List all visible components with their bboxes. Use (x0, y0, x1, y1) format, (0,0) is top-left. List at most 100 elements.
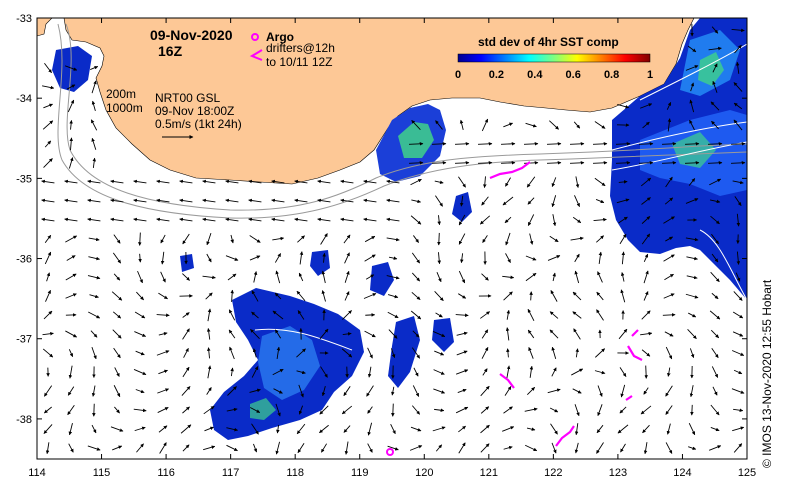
current-vector (736, 213, 741, 227)
current-vector (410, 215, 422, 225)
current-vector (64, 198, 78, 203)
drifter-track (627, 345, 643, 361)
current-vector (43, 310, 53, 320)
current-vector (711, 292, 719, 300)
current-vector (666, 101, 672, 110)
current-vector (249, 407, 261, 413)
current-vector (665, 442, 673, 454)
current-vector (711, 120, 719, 130)
current-vector (644, 365, 648, 379)
current-vector (733, 291, 743, 301)
current-vector (411, 291, 421, 301)
current-vector (641, 216, 651, 224)
current-vector (477, 142, 493, 146)
current-vector (226, 407, 238, 412)
current-vector (391, 403, 395, 417)
current-vector (299, 251, 304, 265)
current-vector (294, 217, 308, 222)
current-vector (709, 199, 721, 204)
current-vector (341, 405, 353, 415)
current-vector (641, 310, 651, 320)
contour-1000-label: 1000m (106, 101, 143, 115)
current-vector (711, 26, 719, 34)
current-vector (551, 442, 557, 454)
current-vector (731, 28, 745, 33)
current-vector (344, 291, 350, 301)
current-vector (160, 271, 166, 283)
current-vector (317, 217, 331, 222)
current-vector (460, 253, 464, 264)
current-vector (506, 365, 511, 379)
current-vector (202, 217, 216, 222)
current-vector (640, 331, 653, 336)
current-vector (203, 445, 216, 451)
current-vector (685, 237, 699, 242)
current-vector (597, 385, 603, 397)
current-vector (386, 237, 400, 242)
current-vector (64, 179, 78, 184)
lon-tick-label: 117 (222, 467, 240, 479)
current-vector (41, 198, 55, 203)
current-vector (272, 310, 284, 320)
current-vector (388, 329, 398, 339)
current-vector (529, 291, 533, 301)
current-vector (207, 308, 212, 322)
current-vectors (41, 23, 746, 455)
current-vector (569, 142, 585, 146)
current-vector (732, 331, 744, 337)
current-vector (43, 385, 53, 397)
current-vector (689, 348, 695, 358)
drifter-legend-to: to 10/11 12Z (266, 55, 333, 69)
current-vector (573, 121, 581, 129)
current-vector (321, 270, 326, 284)
current-vector (711, 348, 719, 359)
drifter-track (625, 395, 633, 401)
current-vector (319, 405, 329, 415)
current-vector (156, 179, 170, 184)
current-vector (67, 99, 75, 113)
current-vector (363, 198, 377, 203)
current-vector (482, 235, 488, 243)
current-vector (110, 217, 124, 222)
current-vector (294, 198, 308, 203)
current-vector (458, 293, 467, 299)
lat-tick-label: -36 (16, 254, 32, 266)
current-vector (182, 328, 190, 340)
current-vector (182, 444, 190, 452)
current-vector (88, 256, 100, 261)
current-vector (43, 158, 53, 168)
current-vector (549, 329, 559, 339)
current-vector (711, 253, 719, 263)
current-vector (113, 234, 121, 244)
current-vector (481, 329, 489, 339)
current-vector (525, 255, 537, 261)
current-vector (505, 253, 511, 263)
current-vector (65, 273, 77, 281)
current-vector (503, 445, 513, 450)
current-vector (298, 384, 304, 398)
current-vector (207, 365, 212, 379)
current-vector (455, 313, 469, 318)
current-vector (733, 443, 743, 453)
current-vector (134, 311, 146, 319)
current-vector (458, 176, 466, 188)
current-vector (183, 347, 189, 358)
current-vector (615, 142, 631, 146)
current-vector (206, 347, 211, 359)
current-vector (340, 198, 354, 203)
current-vector (91, 346, 97, 360)
current-vector (272, 368, 284, 376)
current-vector (641, 197, 651, 205)
current-vector (688, 446, 697, 450)
current-vector (688, 178, 696, 186)
current-vector (503, 406, 513, 414)
current-vector (364, 330, 376, 338)
current-vector (133, 217, 147, 222)
current-vector (158, 332, 168, 336)
current-vector (64, 65, 78, 71)
current-vector (158, 425, 168, 433)
current-vector (43, 103, 53, 109)
current-vector (413, 367, 419, 377)
current-vector (549, 235, 559, 243)
